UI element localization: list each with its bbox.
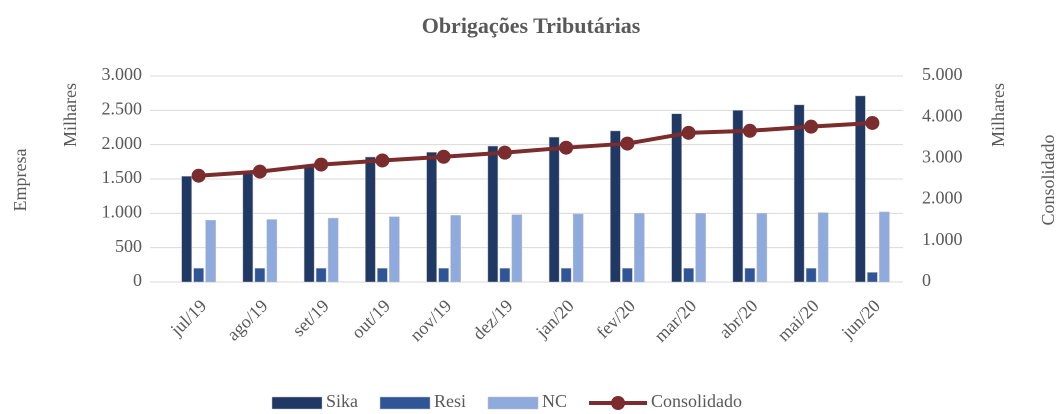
bar — [695, 213, 706, 283]
line-point — [742, 123, 757, 138]
bar — [793, 104, 805, 283]
line-point — [865, 115, 880, 130]
legend-swatch — [271, 396, 323, 410]
y2-tick-label: 3.000 — [922, 147, 963, 167]
bar — [487, 145, 499, 283]
line-point — [191, 168, 206, 183]
x-tick-label: nov/19 — [406, 296, 456, 346]
bar — [671, 113, 682, 283]
line-point — [497, 145, 512, 160]
legend-label: NC — [542, 391, 567, 411]
line-point — [620, 136, 635, 151]
bar — [266, 219, 278, 283]
line-point — [314, 157, 329, 172]
x-tick-label: abr/20 — [715, 296, 762, 343]
bar — [181, 176, 192, 283]
legend-label: Consolidado — [651, 391, 742, 411]
bar — [242, 171, 254, 283]
bar — [622, 268, 633, 283]
bar — [315, 268, 327, 283]
bar — [805, 268, 817, 283]
y2-tick-label: 2.000 — [922, 188, 963, 208]
bar — [560, 268, 572, 283]
bar — [303, 165, 315, 283]
x-tick-label: out/19 — [347, 296, 394, 343]
y2-axis-label: Consolidado — [1038, 134, 1058, 225]
bar — [744, 268, 756, 283]
bar — [683, 268, 694, 283]
bar — [365, 156, 376, 283]
bar — [817, 212, 829, 283]
bar — [327, 217, 339, 283]
bar — [732, 110, 744, 283]
x-tick-label: ago/19 — [223, 296, 272, 345]
y-tick-label: 3.000 — [102, 64, 143, 84]
x-tick-label: mai/20 — [773, 296, 822, 345]
y2-tick-label: 1.000 — [922, 229, 963, 249]
y-axis-label: Empresa — [10, 149, 30, 212]
bar — [511, 214, 523, 283]
line-point — [436, 149, 451, 164]
y-tick-label: 1.000 — [102, 201, 143, 221]
bar — [855, 95, 866, 283]
bar — [438, 268, 449, 283]
line-point — [804, 119, 819, 134]
y-tick-label: 2.500 — [102, 98, 143, 118]
bar — [867, 272, 878, 283]
bar — [389, 216, 400, 283]
y2-axis-unit: Milhares — [988, 83, 1008, 147]
legend-swatch — [487, 396, 539, 410]
y-tick-label: 0 — [133, 270, 142, 290]
line-point — [375, 153, 390, 168]
x-tick-label: set/19 — [288, 296, 333, 341]
x-tick-label: fev/20 — [592, 296, 639, 343]
y-tick-label: 500 — [115, 236, 142, 256]
x-tick-label: jan/20 — [531, 296, 578, 343]
x-tick-label: jul/19 — [166, 296, 211, 341]
bar — [193, 268, 204, 283]
line-point — [681, 125, 696, 140]
bar — [548, 136, 560, 283]
y2-tick-label: 4.000 — [922, 105, 963, 125]
bar — [610, 130, 621, 283]
bar — [205, 219, 216, 283]
bar — [426, 151, 437, 283]
y-tick-label: 1.500 — [102, 167, 143, 187]
y2-tick-label: 5.000 — [922, 64, 963, 84]
bar — [756, 213, 768, 283]
legend-swatch — [379, 396, 431, 410]
bar — [450, 215, 461, 283]
legend-marker — [611, 396, 626, 410]
bar — [254, 268, 266, 283]
line-point — [559, 140, 574, 155]
x-tick-label: mar/20 — [650, 296, 700, 346]
x-tick-label: dez/19 — [469, 296, 517, 344]
y-axis-unit: Milhares — [60, 83, 80, 147]
legend-label: Resi — [434, 391, 466, 411]
line-point — [252, 164, 267, 179]
chart-title: Obrigações Tributárias — [422, 13, 641, 38]
line — [198, 120, 873, 178]
y-tick-label: 2.000 — [102, 133, 143, 153]
bar — [634, 213, 645, 283]
y2-tick-label: 0 — [922, 270, 931, 290]
bar — [572, 213, 584, 283]
bar — [499, 268, 511, 283]
bar — [879, 211, 890, 283]
x-tick-label: jun/20 — [837, 296, 884, 343]
bar — [377, 268, 388, 283]
legend-label: Sika — [326, 391, 358, 411]
